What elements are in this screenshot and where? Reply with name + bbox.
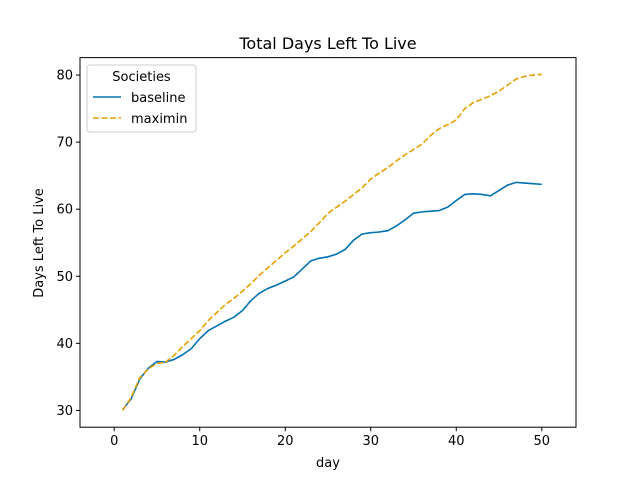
legend: Societies baseline maximin <box>86 64 197 133</box>
x-axis-ticks: 0 10 20 30 40 50 <box>110 427 550 449</box>
legend-label-maximin: maximin <box>131 112 187 127</box>
y-axis-label: Days Left To Live <box>32 188 47 298</box>
chart-title: Total Days Left To Live <box>238 34 416 53</box>
series-line-baseline <box>122 181 542 411</box>
series-layer <box>122 73 542 411</box>
x-tick-label: 50 <box>534 434 551 449</box>
x-tick-label: 30 <box>362 434 379 449</box>
y-tick-label: 70 <box>56 136 73 151</box>
legend-label-baseline: baseline <box>131 91 185 106</box>
x-tick-label: 20 <box>277 434 294 449</box>
x-axis-label: day <box>316 456 340 471</box>
y-tick-label: 40 <box>56 337 73 352</box>
y-tick-label: 60 <box>56 203 73 218</box>
plot-area-frame <box>79 57 577 428</box>
x-tick-label: 10 <box>191 434 208 449</box>
legend-box <box>86 64 197 133</box>
y-axis-ticks: 30 40 50 60 70 80 <box>56 69 80 419</box>
y-tick-label: 30 <box>56 404 73 419</box>
x-tick-label: 0 <box>110 434 118 449</box>
x-tick-label: 40 <box>448 434 465 449</box>
y-tick-label: 50 <box>56 270 73 285</box>
legend-title: Societies <box>112 70 171 85</box>
y-tick-label: 80 <box>56 69 73 84</box>
series-line-maximin <box>122 73 542 411</box>
